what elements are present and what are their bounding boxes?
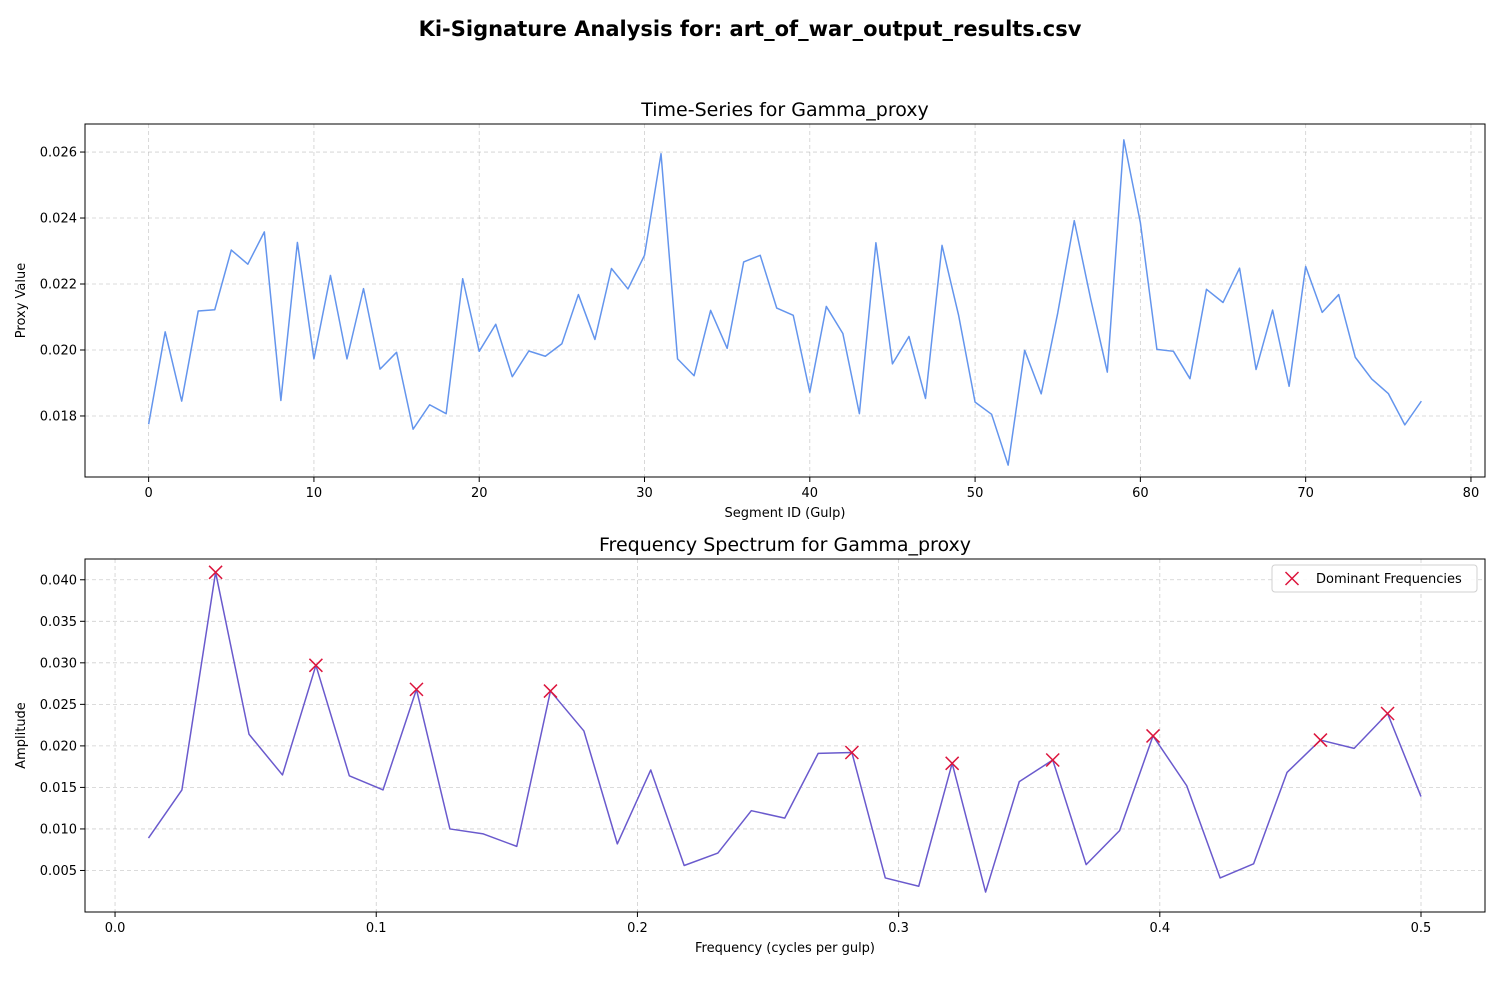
time-series-x-tick-label: 40	[802, 486, 819, 501]
dominant-frequency-marker	[1045, 752, 1060, 768]
time-series-x-tick-label: 10	[306, 486, 323, 501]
time-series-axes-frame	[84, 123, 1486, 478]
spectrum-y-tick-label: 0.035	[40, 615, 77, 630]
spectrum-axes-frame	[84, 558, 1486, 913]
spectrum-x-tick-label: 0.0	[105, 921, 126, 936]
dominant-frequency-marker	[409, 682, 424, 697]
time-series-x-tick-label: 20	[471, 486, 488, 501]
legend-marker-icon	[1284, 571, 1300, 586]
dominant-frequency-marker	[543, 684, 558, 699]
time-series-x-axis-label: Segment ID (Gulp)	[725, 506, 846, 521]
dominant-frequency-marker	[945, 756, 960, 771]
spectrum-x-axis-label: Frequency (cycles per gulp)	[695, 941, 875, 956]
time-series-y-tick-label: 0.020	[40, 343, 77, 358]
spectrum-y-tick-label: 0.020	[40, 739, 77, 754]
time-series-x-tick-label: 30	[636, 486, 653, 501]
dominant-frequency-marker	[308, 658, 323, 673]
spectrum-x-tick-label: 0.2	[627, 921, 648, 936]
spectrum-x-tick-label: 0.1	[366, 921, 387, 936]
spectrum-y-tick-label: 0.005	[40, 864, 77, 879]
spectrum-x-tick-label: 0.4	[1149, 921, 1170, 936]
legend-entry-label: Dominant Frequencies	[1316, 572, 1462, 587]
time-series-title: Time-Series for Gamma_proxy	[640, 99, 929, 121]
time-series-panel: 0 10 20 30 40 50 60 70 80 0.018 0.020 0.022 0.024 0.0…	[14, 99, 1486, 521]
time-series-x-tick-label: 60	[1132, 486, 1149, 501]
time-series-x-tick-label: 70	[1297, 486, 1314, 501]
time-series-series-line	[147, 139, 1422, 466]
spectrum-y-tick-label: 0.010	[40, 822, 77, 837]
dominant-frequency-marker	[844, 745, 859, 760]
time-series-x-tick-label: 50	[967, 486, 984, 501]
spectrum-series-line	[147, 571, 1422, 893]
figure-suptitle: Ki-Signature Analysis for: art_of_war_ou…	[419, 17, 1082, 41]
time-series-x-tick-label: 80	[1463, 486, 1480, 501]
spectrum-y-tick-label: 0.030	[40, 656, 77, 671]
dominant-frequency-marker	[1313, 733, 1328, 748]
spectrum-y-tick-label: 0.025	[40, 698, 77, 713]
spectrum-x-tick-label: 0.3	[888, 921, 909, 936]
legend-box	[1271, 564, 1478, 593]
spectrum-x-tick-label: 0.5	[1411, 921, 1432, 936]
time-series-y-axis-label: Proxy Value	[14, 263, 29, 338]
dominant-frequency-marker	[208, 565, 223, 580]
time-series-y-tick-label: 0.022	[40, 278, 77, 293]
time-series-y-tick-label: 0.024	[40, 212, 77, 227]
dominant-frequency-marker	[1380, 706, 1395, 721]
spectrum-title: Frequency Spectrum for Gamma_proxy	[599, 534, 971, 556]
spectrum-y-axis-label: Amplitude	[14, 702, 29, 769]
spectrum-y-tick-label: 0.015	[40, 781, 77, 796]
time-series-x-tick-label: 0	[144, 486, 152, 501]
frequency-spectrum-panel: 0.0 0.1 0.2 0.3 0.4 0.5 0.005 0.010 0.015 0.020 0.…	[14, 534, 1486, 956]
spectrum-y-tick-label: 0.040	[40, 573, 77, 588]
time-series-y-tick-label: 0.026	[40, 146, 77, 161]
dominant-frequency-marker	[1145, 728, 1161, 743]
time-series-y-tick-label: 0.018	[40, 409, 77, 424]
spectrum-legend: Dominant Frequencies	[1271, 564, 1478, 593]
